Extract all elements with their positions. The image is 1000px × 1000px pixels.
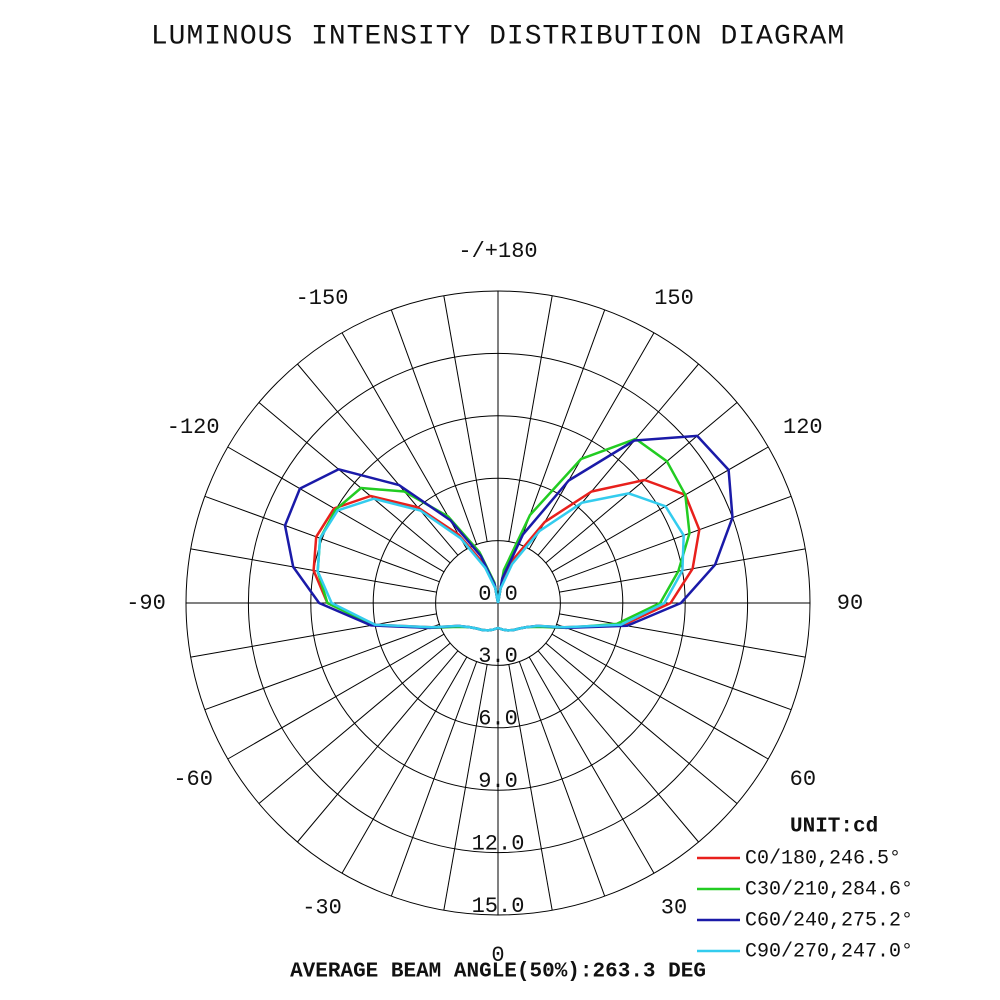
spoke xyxy=(528,332,655,550)
spoke xyxy=(508,295,553,542)
r-tick-label: 0.0 xyxy=(478,582,518,607)
spoke xyxy=(518,661,606,897)
spoke xyxy=(528,656,655,874)
angle-label: -120 xyxy=(167,415,220,440)
spoke xyxy=(390,309,478,545)
spoke xyxy=(545,402,738,564)
chart-title: LUMINOUS INTENSITY DISTRIBUTION DIAGRAM xyxy=(151,21,845,52)
spoke xyxy=(227,633,445,760)
r-tick-label: 9.0 xyxy=(478,769,518,794)
legend-label: C60/240,275.2° xyxy=(745,909,913,932)
spoke xyxy=(297,650,459,843)
spoke xyxy=(204,623,440,711)
spoke xyxy=(556,623,792,711)
spoke xyxy=(443,295,488,542)
angle-label: -60 xyxy=(173,767,213,792)
r-tick-label: 15.0 xyxy=(472,894,525,919)
angle-label: 0 xyxy=(491,943,504,968)
spoke xyxy=(545,642,738,804)
spoke xyxy=(551,446,769,573)
footer: AVERAGE BEAM ANGLE(50%):263.3 DEG xyxy=(290,961,706,984)
angle-label: 60 xyxy=(790,767,816,792)
angle-label: -30 xyxy=(302,896,342,921)
spoke xyxy=(258,642,451,804)
angle-label: 150 xyxy=(654,286,694,311)
angle-label: 120 xyxy=(783,415,823,440)
r-tick-label: 12.0 xyxy=(472,831,525,856)
spoke xyxy=(551,633,769,760)
spoke xyxy=(508,664,553,911)
r-tick-label: 3.0 xyxy=(478,644,518,669)
series-line xyxy=(316,492,685,632)
spoke xyxy=(556,495,792,583)
r-tick-label: 6.0 xyxy=(478,707,518,732)
spoke xyxy=(559,613,806,658)
legend-label: C0/180,246.5° xyxy=(745,847,901,870)
spoke xyxy=(390,661,478,897)
spoke xyxy=(341,332,468,550)
spoke xyxy=(518,309,606,545)
spoke xyxy=(190,613,437,658)
angle-label: 30 xyxy=(661,896,687,921)
spoke xyxy=(537,363,699,556)
angle-label: -90 xyxy=(126,591,166,616)
spoke xyxy=(341,656,468,874)
spoke xyxy=(204,495,440,583)
series-line xyxy=(312,478,701,632)
spoke xyxy=(537,650,699,843)
angle-label: 90 xyxy=(837,591,863,616)
spoke xyxy=(258,402,451,564)
legend-label: C30/210,284.6° xyxy=(745,878,913,901)
legend-label: C90/270,247.0° xyxy=(745,940,913,963)
spoke xyxy=(443,664,488,911)
spoke xyxy=(297,363,459,556)
unit-label: UNIT:cd xyxy=(790,816,878,839)
angle-label: -150 xyxy=(296,286,349,311)
angle-label: -/+180 xyxy=(458,239,537,264)
